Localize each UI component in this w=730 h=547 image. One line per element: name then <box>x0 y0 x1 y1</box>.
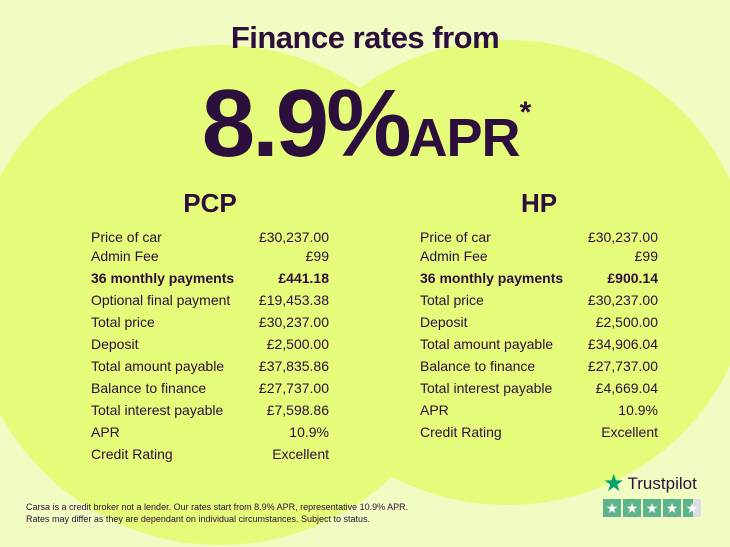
table-row: 36 monthly payments £900.14 <box>420 267 658 289</box>
row-label: 36 monthly payments <box>91 270 235 286</box>
rate-value: 8.9% <box>201 70 412 177</box>
table-row: Total amount payable £34,906.04 <box>420 333 658 355</box>
row-value: £30,237.00 <box>258 229 329 245</box>
row-label: Admin Fee <box>420 248 488 264</box>
table-row: Total interest payable £7,598.86 <box>91 399 329 421</box>
table-row: Deposit £2,500.00 <box>91 333 329 355</box>
table-row: Total price £30,237.00 <box>91 311 329 333</box>
table-row: Total amount payable £37,835.86 <box>91 355 329 377</box>
row-label: Total interest payable <box>91 402 224 418</box>
table-row: Credit Rating Excellent <box>420 421 658 443</box>
decorative-circle-right <box>265 40 730 505</box>
row-value: £99 <box>305 248 329 264</box>
hp-title: HP <box>520 188 558 218</box>
row-value: £30,237.00 <box>587 292 658 308</box>
table-row: Optional final payment £19,453.38 <box>91 289 329 311</box>
row-label: Deposit <box>420 314 468 330</box>
row-label: APR <box>420 402 449 418</box>
row-label: Optional final payment <box>91 292 231 308</box>
row-value: £441.18 <box>278 270 329 286</box>
row-label: Total interest payable <box>420 380 553 396</box>
row-value: £27,737.00 <box>587 358 658 374</box>
star-icon: ★ <box>663 499 681 517</box>
asterisk: * <box>519 96 532 129</box>
pcp-table: PCP Price of car £30,237.00 Admin Fee £99 36… <box>91 188 329 465</box>
row-label: Total amount payable <box>420 336 554 352</box>
half-star-icon: ★ <box>683 499 701 517</box>
star-icon: ★ <box>603 499 621 517</box>
row-value: £19,453.38 <box>258 292 329 308</box>
row-label: 36 monthly payments <box>420 270 564 286</box>
row-value: £30,237.00 <box>258 314 329 330</box>
row-label: Total price <box>91 314 155 330</box>
headline: Finance rates from <box>230 20 500 55</box>
rate-unit: APR <box>408 108 521 168</box>
table-row: Admin Fee £99 <box>91 245 329 267</box>
row-value: £99 <box>634 248 658 264</box>
row-value: £4,669.04 <box>595 380 658 396</box>
row-value: 10.9% <box>618 402 658 418</box>
row-label: Price of car <box>91 229 162 245</box>
trustpilot-name: Trustpilot <box>627 474 697 493</box>
row-value: £34,906.04 <box>587 336 658 352</box>
table-row: Deposit £2,500.00 <box>420 311 658 333</box>
row-value: Excellent <box>272 446 329 462</box>
table-row: Admin Fee £99 <box>420 245 658 267</box>
row-label: Balance to finance <box>420 358 536 374</box>
table-row: Balance to finance £27,737.00 <box>91 377 329 399</box>
row-label: Balance to finance <box>91 380 207 396</box>
rate-headline: 8.9%APR* <box>0 58 730 193</box>
disclaimer-line: Carsa is a credit broker not a lender. O… <box>26 502 409 512</box>
row-label: Price of car <box>420 229 491 245</box>
table-row: Price of car £30,237.00 <box>91 229 329 245</box>
trustpilot-badge[interactable]: ★ Trustpilot ★ ★ ★ ★ ★ <box>603 470 701 517</box>
row-label: Credit Rating <box>420 424 502 440</box>
table-row: Credit Rating Excellent <box>91 443 329 465</box>
row-value: Excellent <box>601 424 658 440</box>
table-row: Total price £30,237.00 <box>420 289 658 311</box>
star-icon: ★ <box>623 499 641 517</box>
row-value: £2,500.00 <box>266 336 329 352</box>
row-label: Total price <box>420 292 484 308</box>
rating-stars: ★ ★ ★ ★ ★ <box>603 499 701 517</box>
row-label: Credit Rating <box>91 446 173 462</box>
row-value: £900.14 <box>607 270 658 286</box>
disclaimer-line: Rates may differ as they are dependant o… <box>26 514 371 524</box>
row-label: Deposit <box>91 336 139 352</box>
row-label: Admin Fee <box>91 248 159 264</box>
pcp-title: PCP <box>183 188 237 218</box>
disclaimer: Carsa is a credit broker not a lender. O… <box>26 501 408 525</box>
star-icon: ★ <box>603 470 625 497</box>
table-row: APR 10.9% <box>420 399 658 421</box>
table-row: APR 10.9% <box>91 421 329 443</box>
row-value: £30,237.00 <box>587 229 658 245</box>
row-value: £27,737.00 <box>258 380 329 396</box>
row-value: £37,835.86 <box>258 358 329 374</box>
star-icon: ★ <box>643 499 661 517</box>
row-value: 10.9% <box>289 424 329 440</box>
table-row: Total interest payable £4,669.04 <box>420 377 658 399</box>
row-label: APR <box>91 424 120 440</box>
row-value: £2,500.00 <box>595 314 658 330</box>
row-value: £7,598.86 <box>266 402 329 418</box>
table-row: Balance to finance £27,737.00 <box>420 355 658 377</box>
table-row: 36 monthly payments £441.18 <box>91 267 329 289</box>
table-row: Price of car £30,237.00 <box>420 229 658 245</box>
hp-table: HP Price of car £30,237.00 Admin Fee £99 36 … <box>420 188 658 443</box>
row-label: Total amount payable <box>91 358 225 374</box>
